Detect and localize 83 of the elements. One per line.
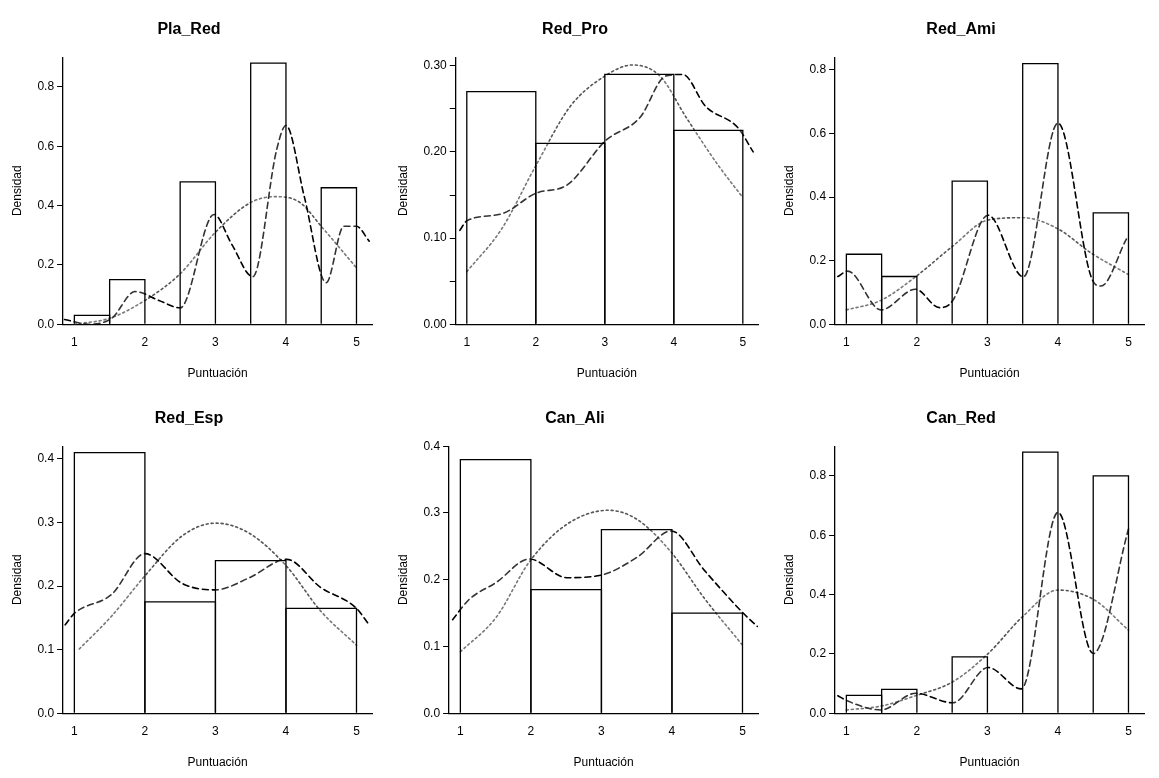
x-tick-label: 1 [457, 723, 465, 738]
y-tick-label: 0.4 [809, 586, 827, 601]
x-axis-title: Puntuación [959, 755, 1020, 770]
chart-title: Can_Red [926, 409, 996, 427]
x-tick-label: 2 [141, 334, 149, 349]
chart-title: Red_Esp [154, 409, 224, 427]
x-tick-label: 1 [843, 723, 851, 738]
y-tick-label: 0.4 [809, 189, 827, 204]
x-tick-label: 4 [668, 723, 676, 738]
x-tick-label: 5 [353, 723, 361, 738]
y-axis-title: Densidad [395, 554, 410, 606]
y-tick-label: 0.0 [37, 316, 55, 331]
y-tick-label: 0.2 [809, 252, 827, 267]
x-tick-label: 5 [1125, 334, 1133, 349]
x-tick-label: 5 [1125, 723, 1133, 738]
chart-title: Can_Ali [545, 409, 605, 427]
y-tick-label: 0.2 [423, 572, 441, 587]
x-tick-label: 5 [739, 723, 747, 738]
y-axis-title: Densidad [395, 165, 410, 217]
x-tick-label: 3 [212, 723, 220, 738]
line-series [78, 522, 358, 650]
x-tick-label: 2 [141, 723, 149, 738]
line-series [845, 589, 1130, 711]
y-tick-label: 0.0 [809, 705, 827, 720]
y-tick-label: 0.3 [37, 514, 55, 529]
x-tick-label: 2 [913, 334, 921, 349]
chart-title: Red_Pro [542, 20, 609, 38]
x-tick-label: 3 [984, 723, 992, 738]
y-tick-label: 0.10 [423, 230, 448, 245]
x-axis-title: Puntuación [576, 366, 637, 381]
y-tick-label: 0.4 [37, 197, 55, 212]
x-tick-label: 1 [71, 723, 79, 738]
x-tick-label: 2 [527, 723, 535, 738]
x-tick-label: 4 [1054, 723, 1062, 738]
x-tick-label: 3 [212, 334, 220, 349]
y-tick-label: 0.6 [809, 527, 827, 542]
chart-title: Pla_Red [157, 20, 221, 38]
y-axis-title: Densidad [9, 554, 24, 606]
y-tick-label: 0.00 [423, 316, 448, 331]
x-tick-label: 3 [984, 334, 992, 349]
x-tick-label: 2 [913, 723, 921, 738]
line-series [466, 64, 744, 273]
y-tick-label: 0.8 [809, 468, 827, 483]
y-axis-title: Densidad [781, 165, 796, 217]
y-tick-label: 0.3 [423, 505, 441, 520]
x-axis-title: Puntuación [187, 755, 248, 770]
y-tick-label: 0.1 [423, 638, 441, 653]
x-tick-label: 4 [670, 334, 678, 349]
line-series [73, 195, 358, 325]
y-tick-label: 0.6 [37, 138, 55, 153]
x-tick-label: 3 [598, 723, 606, 738]
y-tick-label: 0.0 [423, 705, 441, 720]
y-tick-label: 0.0 [37, 705, 55, 720]
x-tick-label: 1 [71, 334, 79, 349]
y-tick-label: 0.2 [37, 257, 55, 272]
x-tick-label: 4 [282, 334, 290, 349]
x-tick-label: 3 [601, 334, 609, 349]
y-tick-label: 0.20 [423, 144, 448, 159]
x-axis-title: Puntuación [573, 755, 634, 770]
y-axis-title: Densidad [781, 554, 796, 606]
x-tick-label: 1 [463, 334, 471, 349]
y-tick-label: 0.2 [37, 578, 55, 593]
line-series [845, 216, 1130, 311]
chart-title: Red_Ami [926, 20, 996, 38]
x-tick-label: 1 [843, 334, 851, 349]
x-tick-label: 5 [739, 334, 747, 349]
x-tick-label: 4 [1054, 334, 1062, 349]
x-tick-label: 4 [282, 723, 290, 738]
y-tick-label: 0.4 [37, 451, 55, 466]
y-tick-label: 0.4 [423, 438, 441, 453]
x-tick-label: 2 [532, 334, 540, 349]
x-axis-title: Puntuación [187, 366, 248, 381]
y-tick-label: 0.2 [809, 646, 827, 661]
x-axis-title: Puntuación [959, 366, 1020, 381]
y-tick-label: 0.0 [809, 316, 827, 331]
y-axis-title: Densidad [9, 165, 24, 217]
y-tick-label: 0.1 [37, 641, 55, 656]
y-tick-label: 0.8 [809, 62, 827, 77]
x-tick-label: 5 [353, 334, 361, 349]
y-tick-label: 0.6 [809, 125, 827, 140]
y-tick-label: 0.30 [423, 58, 448, 73]
y-tick-label: 0.8 [37, 79, 55, 94]
line-series [459, 509, 744, 653]
